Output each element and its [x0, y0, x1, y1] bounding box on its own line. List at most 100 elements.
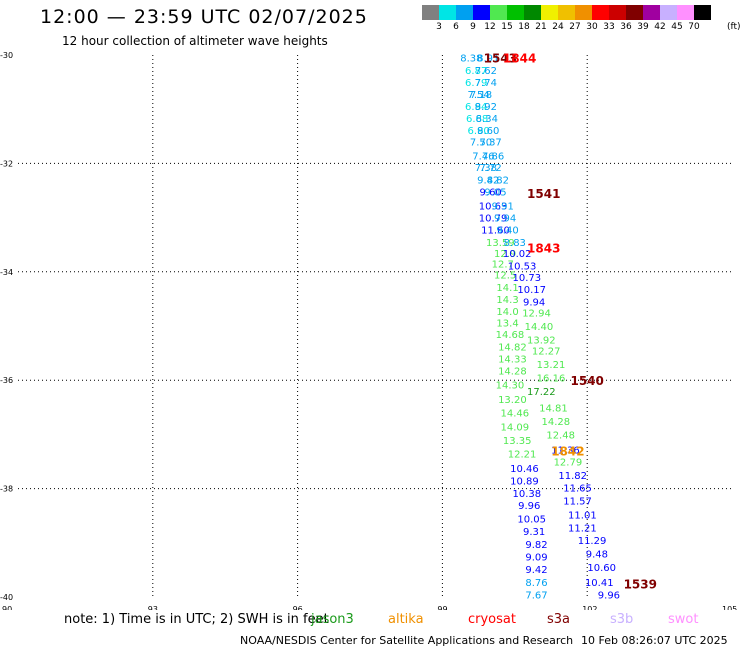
wave-height-value: 11.36: [551, 446, 580, 457]
wave-height-value: 7.86: [482, 151, 504, 162]
wave-height-value: 7.38: [475, 163, 497, 174]
wave-height-value: 12.7: [492, 260, 514, 271]
wave-height-value: 13.4: [496, 319, 518, 330]
wave-height-value: 7.74: [475, 78, 497, 89]
wave-height-value: 10.41: [585, 578, 614, 589]
wave-height-value: 7.18: [470, 90, 492, 101]
wave-height-value: 9.91: [492, 202, 514, 213]
color-scale-label: 21: [535, 22, 547, 32]
wave-height-value: 13.35: [503, 436, 532, 447]
legend-s3b: s3b: [610, 612, 634, 627]
wave-height-value: 11.65: [563, 484, 592, 495]
wave-height-value: 10.60: [587, 563, 616, 574]
wave-height-value: 14.28: [498, 366, 527, 377]
wave-height-value: 8.38: [460, 54, 482, 65]
wave-height-value: 7.37: [480, 138, 502, 149]
wave-height-value: 12.27: [532, 346, 561, 357]
color-scale-swatch: [507, 5, 524, 20]
wave-height-value: 14.68: [496, 330, 525, 341]
color-scale-swatch: [592, 5, 609, 20]
chart-subtitle: 12 hour collection of altimeter wave hei…: [62, 34, 328, 48]
wave-height-value: 9.09: [525, 552, 547, 563]
pass-time-label: 1844: [503, 52, 536, 66]
wave-height-value: 14.81: [539, 403, 568, 414]
wave-height-value: 9.40: [496, 226, 518, 237]
wave-height-value: 11.29: [578, 536, 607, 547]
color-scale-label: 24: [552, 22, 564, 32]
wave-height-value: 17.22: [527, 387, 556, 398]
wave-height-value: 8.83: [504, 238, 526, 249]
color-scale-swatch: [677, 5, 694, 20]
legend-s3a: s3a: [547, 612, 571, 627]
wave-height-value: 9.94: [523, 298, 545, 309]
wave-height-value: 10.63: [479, 202, 508, 213]
wave-height-value: 7.72: [480, 163, 502, 174]
wave-height-value: 7.46: [472, 151, 494, 162]
wave-height-value: 9.96: [598, 590, 620, 601]
wave-height-value: 10.38: [513, 489, 542, 500]
x-tick-label: 105: [722, 605, 737, 610]
y-tick-label: -32: [0, 159, 13, 168]
color-scale-label: 33: [603, 22, 615, 32]
wave-height-value: 14.82: [498, 343, 527, 354]
x-tick-label: 93: [148, 605, 158, 610]
wave-height-value: 14.30: [496, 381, 525, 392]
wave-height-value: 14.28: [542, 417, 571, 428]
color-scale-label: 39: [637, 22, 649, 32]
y-tick-label: -34: [0, 268, 13, 277]
color-scale-label: 18: [518, 22, 530, 32]
x-tick-label: 90: [2, 605, 12, 610]
wave-height-value: 6.90: [467, 126, 489, 137]
footer-credit: NOAA/NESDIS Center for Satellite Applica…: [240, 634, 574, 647]
pass-time-label: 1842: [551, 445, 584, 459]
color-scale-label: 42: [654, 22, 666, 32]
color-scale-label: 6: [453, 22, 459, 32]
color-scale-swatch: [643, 5, 660, 20]
color-scale-swatch: [575, 5, 592, 20]
wave-height-value: 13.21: [537, 360, 566, 371]
color-scale-swatch: [660, 5, 677, 20]
wave-height-value: 14.46: [500, 409, 529, 420]
wave-height-value: 11.82: [558, 471, 587, 482]
legend-swot: swot: [668, 612, 699, 627]
wave-height-value: 14.1: [496, 283, 518, 294]
wave-height-value: 8.60: [477, 126, 499, 137]
wave-height-value: 10.05: [517, 514, 546, 525]
x-tick-label: 99: [437, 605, 447, 610]
color-scale-label: 9: [470, 22, 476, 32]
pass-time-label: 1539: [624, 577, 657, 591]
color-scale-swatch: [439, 5, 456, 20]
footer-generated-time: 10 Feb 08:26:07 UTC 2025: [581, 634, 728, 647]
wave-height-value: 7.67: [525, 590, 547, 601]
color-scale-label: 30: [586, 22, 598, 32]
wave-height-value: 9.05: [484, 188, 506, 199]
wave-height-value: 11.57: [563, 497, 592, 508]
y-tick-label: -38: [0, 485, 13, 494]
color-scale-swatch: [456, 5, 473, 20]
wave-height-value: 7.54: [467, 90, 489, 101]
wave-height-value: 9.31: [523, 527, 545, 538]
color-scale-swatch: [541, 5, 558, 20]
wave-height-value: 9.82: [525, 540, 547, 551]
wave-height-value: 9.42: [525, 565, 547, 576]
wave-height-value: 16.16: [537, 373, 566, 384]
wave-height-value: 9.60: [480, 188, 502, 199]
color-scale-swatch: [473, 5, 490, 20]
wave-height-value: 10.02: [503, 249, 532, 260]
legend-cryosat: cryosat: [468, 612, 516, 627]
pass-time-label: 1843: [527, 241, 560, 255]
pass-time-label: 1543: [484, 52, 517, 66]
wave-height-value: 12.21: [508, 449, 537, 460]
wave-height-value: 6.94: [465, 102, 487, 113]
color-scale-label: 12: [484, 22, 496, 32]
wave-height-value: 11.21: [568, 524, 597, 535]
footnote: note: 1) Time is in UTC; 2) SWH is in fe…: [64, 612, 329, 627]
wave-height-value: 13.20: [498, 395, 527, 406]
wave-height-value: 13.59: [486, 238, 515, 249]
x-tick-label: 102: [582, 605, 597, 610]
color-scale-label: 3: [436, 22, 442, 32]
wave-height-value: 9.96: [518, 501, 540, 512]
color-scale-swatch: [558, 5, 575, 20]
pass-time-label: 1541: [527, 187, 560, 201]
wave-height-value: 14.40: [525, 322, 554, 333]
